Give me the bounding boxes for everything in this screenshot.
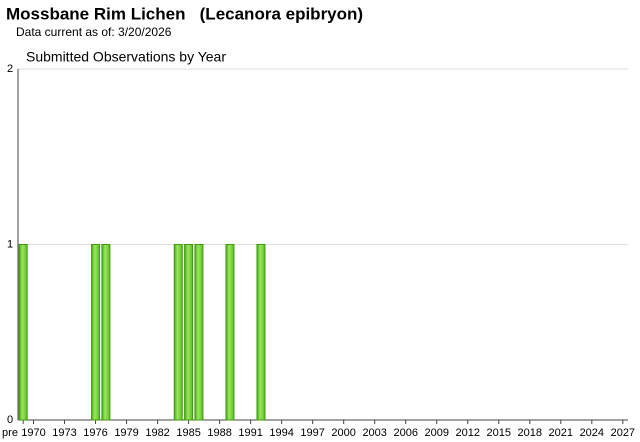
x-tick-label: 2018 bbox=[518, 427, 542, 439]
bar bbox=[194, 244, 204, 421]
x-tick-label: 2015 bbox=[487, 427, 511, 439]
page-title: Mossbane Rim Lichen (Lecanora epibryon) bbox=[6, 4, 363, 23]
bar bbox=[18, 244, 28, 421]
x-tick-label: 1994 bbox=[269, 427, 293, 439]
x-tick-label: 2021 bbox=[549, 427, 573, 439]
data-date: Data current as of: 3/20/2026 bbox=[16, 25, 172, 39]
bar bbox=[91, 244, 101, 421]
x-tick-label: 2003 bbox=[362, 427, 386, 439]
bar bbox=[256, 244, 266, 421]
x-tick-label: 2027 bbox=[611, 427, 635, 439]
x-tick-label: 1997 bbox=[300, 427, 324, 439]
bar bbox=[225, 244, 235, 421]
x-tick-label: 1970 bbox=[21, 427, 45, 439]
y-tick-label: 1 bbox=[7, 238, 13, 250]
x-tick-label: 1976 bbox=[83, 427, 107, 439]
x-tick-label: 1982 bbox=[145, 427, 169, 439]
x-tick-label: 2024 bbox=[580, 427, 604, 439]
x-tick-label: 1979 bbox=[114, 427, 138, 439]
bar bbox=[173, 244, 183, 421]
x-tick-label: 1985 bbox=[176, 427, 200, 439]
chart-title: Submitted Observations by Year bbox=[26, 49, 226, 65]
y-tick-label: 2 bbox=[7, 63, 13, 75]
x-tick-label: 2000 bbox=[331, 427, 355, 439]
bar bbox=[184, 244, 194, 421]
y-tick-label: 0 bbox=[7, 414, 13, 426]
bar bbox=[101, 244, 111, 421]
x-tick-label: 1991 bbox=[238, 427, 262, 439]
x-tick-label: 2006 bbox=[393, 427, 417, 439]
x-tick-label: 1973 bbox=[52, 427, 76, 439]
x-tick-label: 2012 bbox=[456, 427, 480, 439]
x-tick-label: 2009 bbox=[424, 427, 448, 439]
x-tick-label: 1988 bbox=[207, 427, 231, 439]
x-tick-label: pre bbox=[2, 427, 18, 439]
